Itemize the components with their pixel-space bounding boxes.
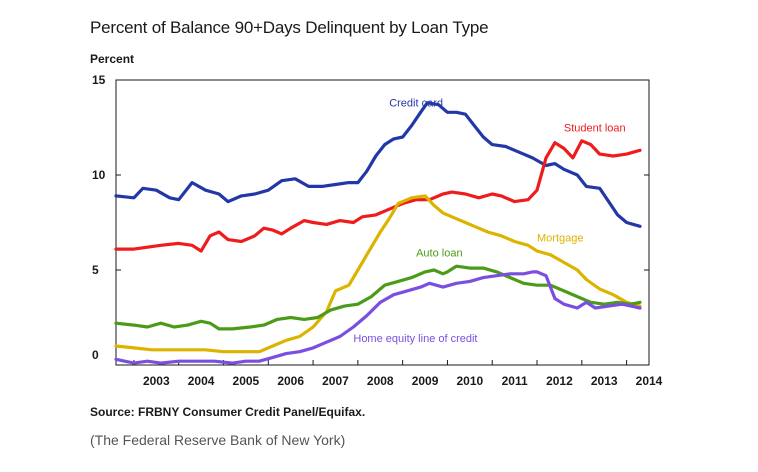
x-tick-label: 2013 [591,374,618,388]
series-line-student-loan [114,139,642,253]
x-tick-label: 2009 [412,374,439,388]
y-tick-label: 0 [92,348,99,362]
y-tick-label: 5 [92,263,99,277]
source-note: Source: FRBNY Consumer Credit Panel/Equi… [90,405,366,419]
series-label-student-loan: Student loan [564,122,626,134]
series-line-auto-loan [114,264,642,331]
x-tick-label: 2005 [233,374,260,388]
x-tick-label: 2011 [502,374,528,388]
series-label-auto-loan: Auto loan [416,248,462,260]
y-tick-label: 15 [92,73,106,87]
series-line-credit-card [114,101,642,228]
series-label-credit-card: Credit card [389,98,443,110]
x-tick-label: 2010 [456,374,483,388]
plot-frame [115,79,650,366]
y-tick-label: 10 [92,168,106,182]
x-tick-label: 2008 [367,374,394,388]
series-line-home-equity-line-of-credit [114,270,642,365]
x-tick-label: 2006 [277,374,304,388]
x-tick-label: 2007 [322,374,349,388]
series-label-mortgage: Mortgage [537,233,583,245]
x-tick-label: 2003 [143,374,170,388]
x-tick-label: 2014 [636,374,663,388]
image-caption: (The Federal Reserve Bank of New York) [90,432,346,448]
series-label-home-equity-line-of-credit: Home equity line of credit [353,333,477,345]
x-tick-label: 2004 [188,374,215,388]
x-tick-label: 2012 [546,374,573,388]
series-line-mortgage [114,194,642,354]
y-axis-label: Percent [90,52,135,66]
chart-title: Percent of Balance 90+Days Delinquent by… [90,18,489,37]
